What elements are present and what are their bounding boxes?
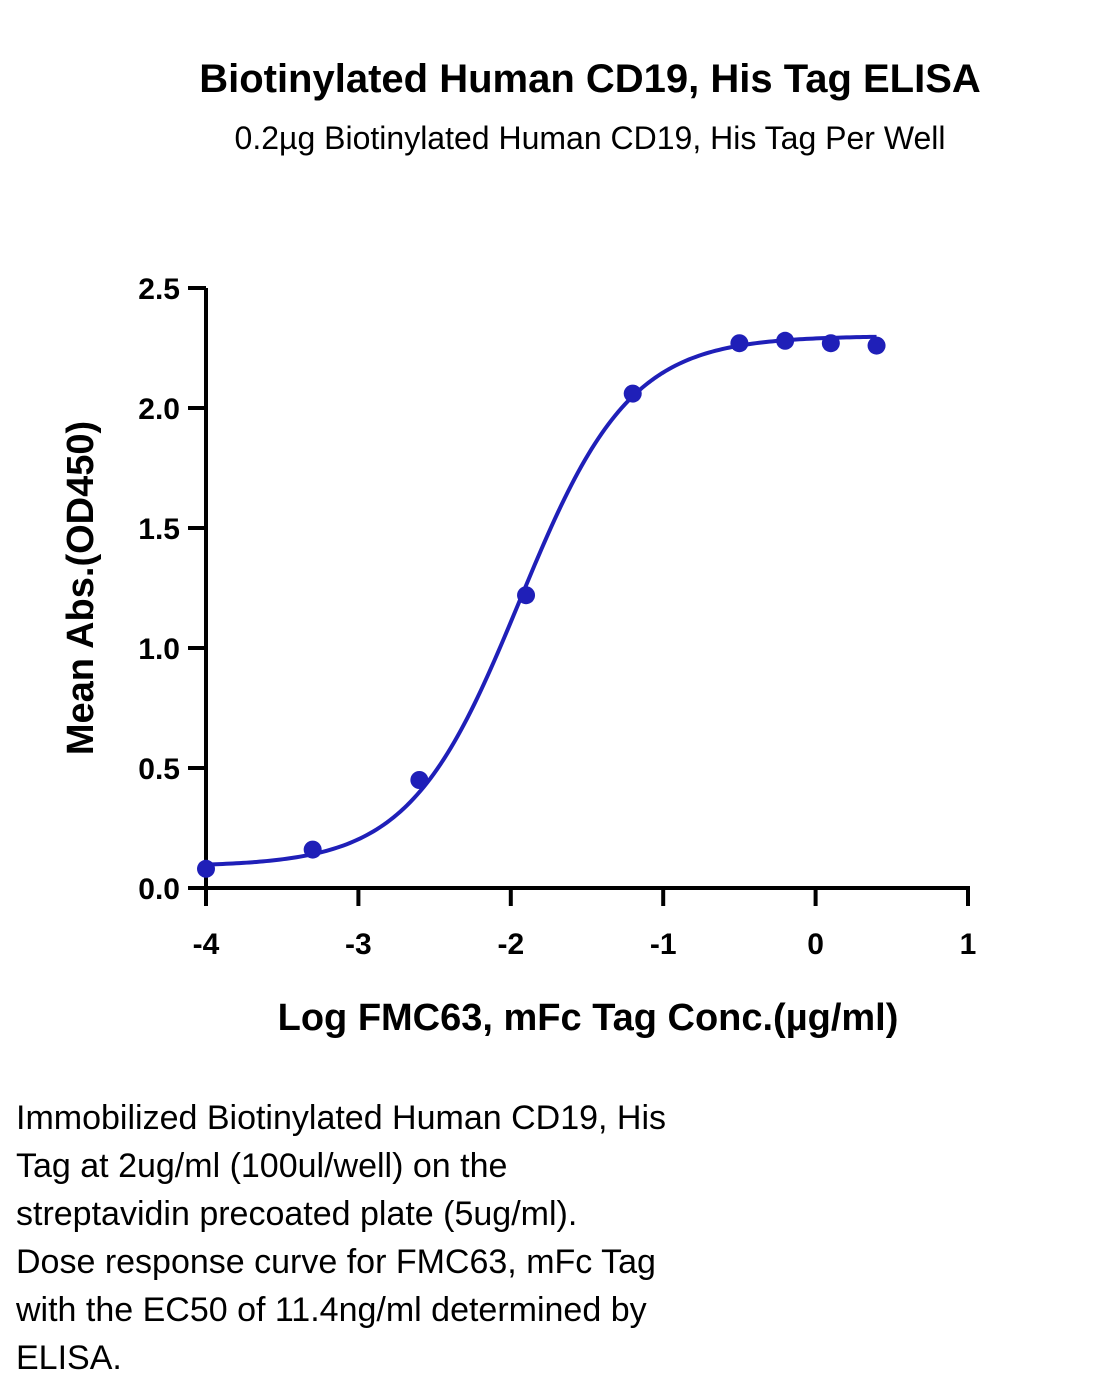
fit-curve-layer: [205, 334, 877, 867]
axes: 0.0 0.5 1.0 1.5 2.0 2.5 -4 -3 -2 -1 0 1: [138, 273, 976, 961]
y-tick-label: 2.5: [138, 273, 180, 306]
x-tick-label: 1: [960, 928, 977, 961]
data-point: [623, 384, 642, 403]
x-axis-label: Log FMC63, mFc Tag Conc.(µg/ml): [278, 997, 899, 1039]
data-point: [730, 334, 749, 353]
y-tick-label: 0.5: [138, 753, 180, 786]
data-point: [776, 331, 795, 350]
x-tick-label: 0: [807, 928, 824, 961]
data-point: [303, 840, 322, 859]
y-tick-label: 2.0: [138, 393, 180, 426]
figure-caption: Immobilized Biotinylated Human CD19, His…: [16, 1099, 667, 1377]
x-tick-label: -3: [345, 928, 372, 961]
data-point: [867, 336, 886, 355]
y-tick-label: 0.0: [138, 873, 180, 906]
data-point: [821, 334, 840, 353]
x-tick-label: -2: [497, 928, 524, 961]
chart-subtitle: 0.2µg Biotinylated Human CD19, His Tag P…: [235, 120, 946, 156]
data-point: [410, 771, 429, 789]
data-points-layer: [197, 331, 886, 878]
data-point: [517, 586, 536, 605]
y-tick-label: 1.5: [138, 513, 180, 546]
elisa-chart: Biotinylated Human CD19, His Tag ELISA 0…: [60, 57, 981, 1039]
chart-title: Biotinylated Human CD19, His Tag ELISA: [199, 57, 981, 101]
data-point: [197, 859, 215, 878]
y-axis-label: Mean Abs.(OD450): [60, 421, 102, 755]
x-tick-label: -4: [193, 928, 220, 961]
fit-curve: [205, 334, 877, 867]
x-tick-label: -1: [650, 928, 677, 961]
y-tick-label: 1.0: [138, 633, 180, 666]
